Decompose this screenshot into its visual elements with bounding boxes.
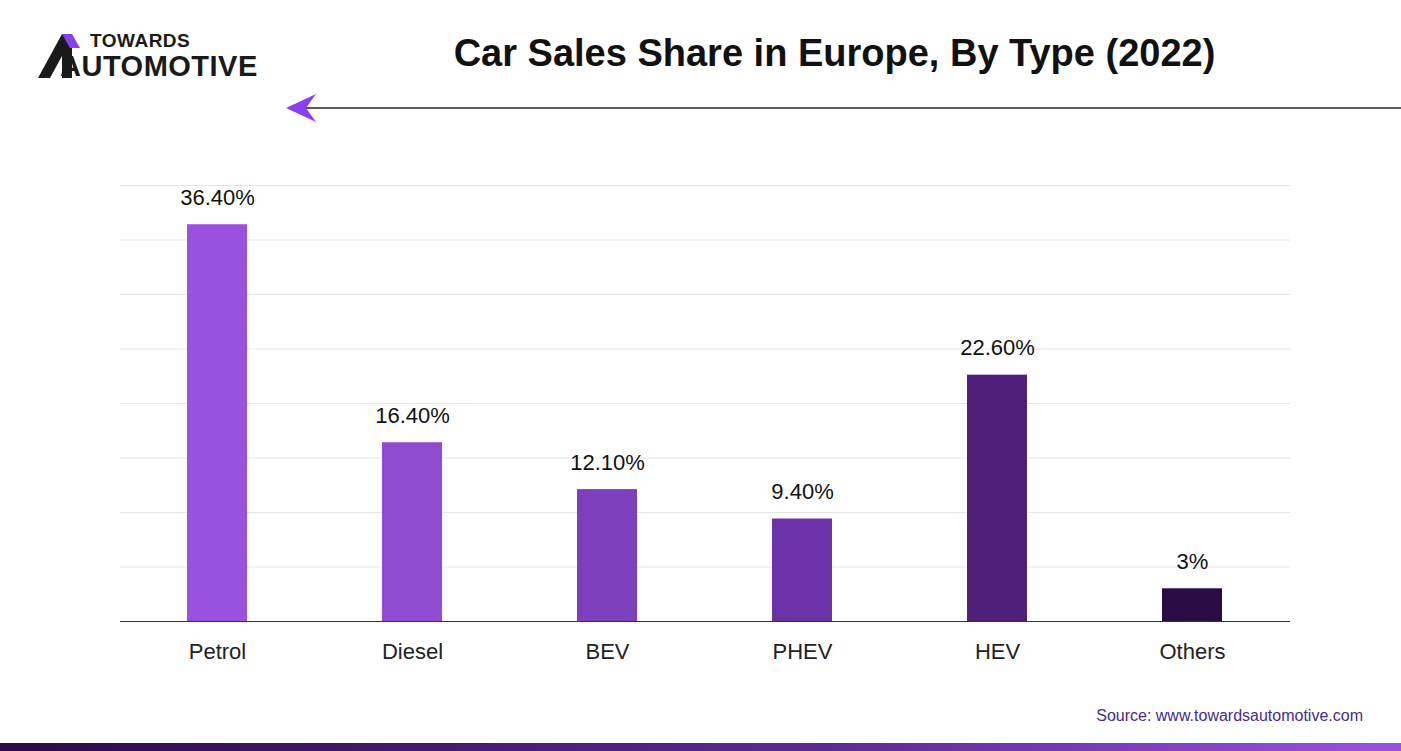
- svg-text:HEV: HEV: [975, 639, 1021, 664]
- svg-text:3%: 3%: [1177, 549, 1209, 574]
- svg-text:Petrol: Petrol: [189, 639, 246, 664]
- svg-text:Diesel: Diesel: [382, 639, 443, 664]
- html-text:AUTOMOTIVE: AUTOMOTIVE: [60, 50, 258, 82]
- html-text:Car Sales Share in Europe, By: Car Sales Share in Europe, By Type (2022…: [453, 32, 1216, 74]
- svg-text:36.40%: 36.40%: [180, 185, 255, 210]
- svg-text:Others: Others: [1159, 639, 1225, 664]
- svg-text:22.60%: 22.60%: [960, 335, 1035, 360]
- svg-text:12.10%: 12.10%: [570, 450, 645, 475]
- svg-text:PHEV: PHEV: [773, 639, 833, 664]
- svg-text:BEV: BEV: [585, 639, 629, 664]
- svg-text:16.40%: 16.40%: [375, 403, 450, 428]
- html-text:TOWARDS: TOWARDS: [90, 30, 191, 51]
- svg-text:9.40%: 9.40%: [771, 479, 833, 504]
- html-text:Source: www.towardsautomotive.: Source: www.towardsautomotive.com: [1096, 707, 1363, 724]
